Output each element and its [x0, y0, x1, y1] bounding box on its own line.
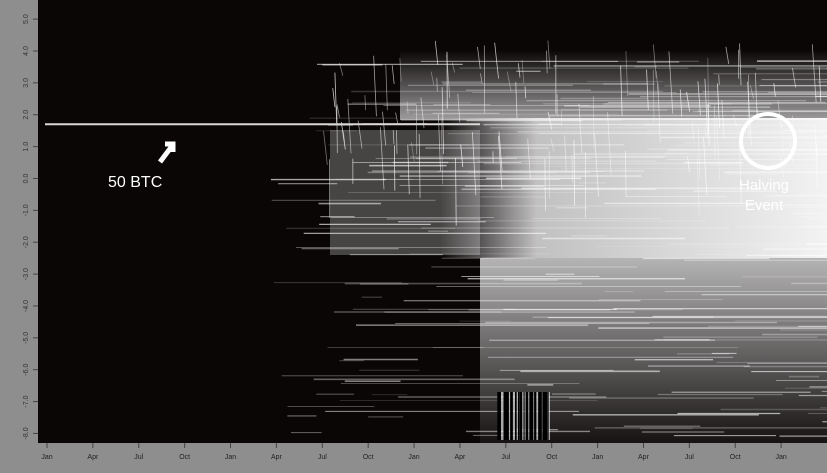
y-tick-label: -2.0: [23, 236, 30, 248]
y-tick-label: 2.0: [23, 110, 30, 120]
x-tick-label: Jul: [134, 454, 143, 461]
x-tick-label: Apr: [638, 454, 650, 461]
y-tick-label: 4.0: [23, 46, 30, 56]
x-tick-label: Apr: [454, 454, 466, 461]
x-tick-label: Oct: [546, 454, 557, 461]
spike: [437, 78, 438, 91]
x-tick-label: Jan: [408, 454, 419, 461]
x-tick-label: Jul: [318, 454, 327, 461]
x-tick-label: Jan: [41, 454, 52, 461]
x-tick-label: Jan: [592, 454, 603, 461]
x-tick-label: Oct: [730, 454, 741, 461]
y-tick-label: -5.0: [23, 332, 30, 344]
y-tick-label: 3.0: [23, 78, 30, 88]
x-tick-label: Jul: [685, 454, 694, 461]
x-tick-label: Oct: [363, 454, 374, 461]
x-tick-label: Apr: [271, 454, 283, 461]
y-tick-label: 0.0: [23, 174, 30, 184]
x-tick-label: Jan: [225, 454, 236, 461]
y-axis-panel: [0, 0, 38, 443]
y-tick-label: -3.0: [23, 268, 30, 280]
x-tick-label: Jan: [775, 454, 786, 461]
x-tick-label: Apr: [87, 454, 99, 461]
spike: [396, 130, 397, 154]
y-tick-label: -8.0: [23, 427, 30, 439]
x-tick-label: Oct: [179, 454, 190, 461]
y-tick-label: -4.0: [23, 300, 30, 312]
y-tick-label: -6.0: [23, 364, 30, 376]
y-tick-label: 5.0: [23, 14, 30, 24]
chart: 5.0 4.0 3.0 2.0 1.0 0.0 -1.0 -2.0 -3.0 -4.0 -5.0 -6…: [0, 0, 827, 473]
reference-label: 50 BTC: [108, 174, 162, 191]
y-tick-label: 1.0: [23, 142, 30, 152]
x-tick-label: Jul: [501, 454, 510, 461]
y-tick-label: -1.0: [23, 204, 30, 216]
y-tick-label: -7.0: [23, 395, 30, 407]
